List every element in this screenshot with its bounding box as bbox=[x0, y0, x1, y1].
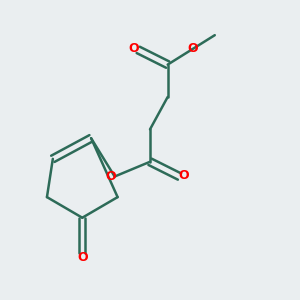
Text: O: O bbox=[105, 170, 116, 183]
Text: O: O bbox=[178, 169, 189, 182]
Text: O: O bbox=[128, 42, 139, 55]
Text: O: O bbox=[188, 42, 198, 55]
Text: O: O bbox=[77, 251, 88, 264]
